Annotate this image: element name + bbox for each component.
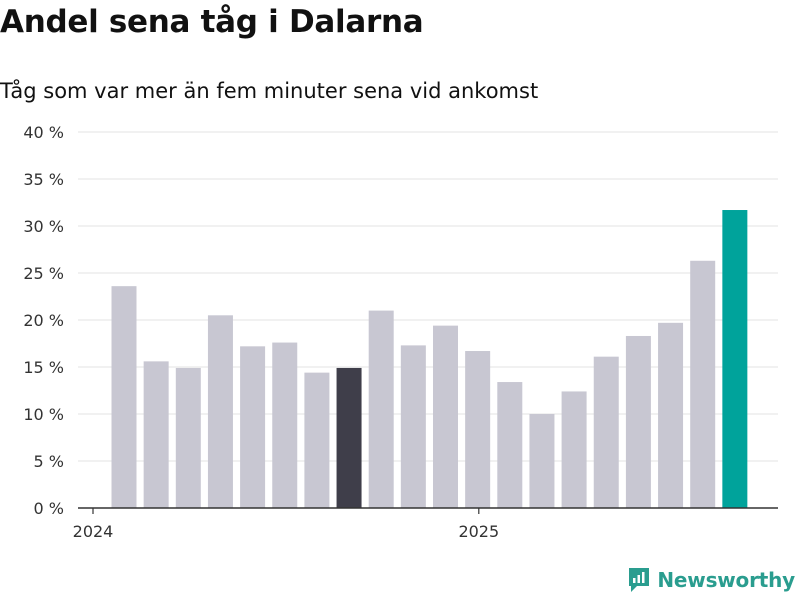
bar xyxy=(336,367,362,508)
x-tick-label: 2024 xyxy=(73,522,114,541)
brand-logo: Newsworthy xyxy=(627,566,795,594)
bar xyxy=(433,325,458,508)
y-tick-label: 20 % xyxy=(23,311,64,330)
y-axis-ticks: 0 % 5 % 10 % 15 % 20 % 25 % 30 % 35 % 40 % xyxy=(23,123,64,518)
y-tick-label: 0 % xyxy=(34,499,64,518)
bar xyxy=(207,315,233,508)
bars xyxy=(111,210,748,508)
y-tick-label: 35 % xyxy=(23,170,64,189)
bar xyxy=(240,346,266,508)
y-tick-label: 25 % xyxy=(23,264,64,283)
bar xyxy=(561,391,587,508)
chart-subtitle: Tåg som var mer än fem minuter sena vid … xyxy=(0,79,539,103)
bar xyxy=(722,210,748,508)
gridlines xyxy=(78,131,778,462)
chart-title: Andel sena tåg i Dalarna xyxy=(0,4,424,40)
x-tick-label: 2025 xyxy=(458,522,499,541)
y-tick-label: 15 % xyxy=(23,358,64,377)
bar xyxy=(368,310,394,508)
newsworthy-logo-icon xyxy=(629,568,650,592)
y-tick-label: 10 % xyxy=(23,405,64,424)
bar xyxy=(625,335,651,508)
bar xyxy=(304,372,330,508)
bar xyxy=(690,260,716,508)
y-tick-label: 40 % xyxy=(23,123,64,142)
bar xyxy=(143,361,169,508)
bar xyxy=(111,286,137,508)
bar xyxy=(658,322,684,508)
bar xyxy=(272,342,298,508)
y-tick-label: 5 % xyxy=(34,452,64,471)
x-axis-ticks: 2024 2025 xyxy=(73,508,499,541)
bar xyxy=(465,351,491,508)
bar xyxy=(175,367,201,508)
bar xyxy=(497,382,523,508)
brand-name: Newsworthy xyxy=(657,568,795,592)
bar xyxy=(400,345,426,508)
bar xyxy=(593,356,619,508)
bar xyxy=(529,414,555,508)
y-tick-label: 30 % xyxy=(23,217,64,236)
